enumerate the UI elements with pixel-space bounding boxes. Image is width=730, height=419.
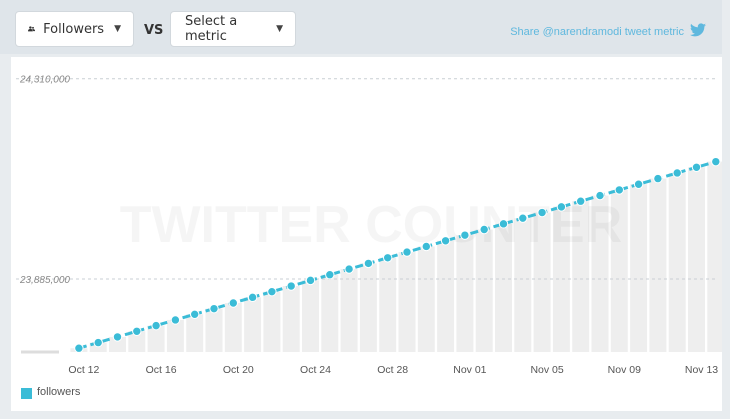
data-point[interactable] [421,241,431,252]
primary-metric-label: Followers [43,21,105,37]
bar [456,235,474,352]
y-tick-label: 24,310,000 [19,75,70,86]
x-tick-label: Oct 24 [300,364,331,376]
bar [688,167,705,352]
bar [668,172,686,352]
bar [533,212,551,352]
chart-panel: TWITTER COUNTER 24,310,000 23,885,000 Oct 1… [11,57,730,383]
bar [552,206,570,352]
bar [186,314,204,352]
data-point[interactable] [228,298,239,308]
data-point[interactable] [170,315,181,325]
bar [340,269,358,352]
data-point[interactable] [576,196,586,206]
data-point[interactable] [498,219,509,229]
data-point[interactable] [595,190,605,201]
data-point[interactable] [691,162,702,172]
x-tick-label: Oct 16 [146,364,177,376]
legend-swatch-followers[interactable] [21,388,32,399]
bar [379,257,397,352]
x-tick-label: Nov 13 [685,364,718,376]
data-point[interactable] [344,264,354,274]
bar [572,201,590,352]
data-point[interactable] [518,213,528,223]
watermark-text: TWITTER COUNTER [120,196,623,254]
data-point[interactable] [151,320,161,331]
bar [89,342,107,352]
chart-legend: followers [11,383,722,411]
data-point[interactable] [633,179,644,189]
bar [417,246,435,352]
bar [263,291,281,352]
bar [514,218,532,352]
bar [591,195,609,352]
followers-chart: TWITTER COUNTER 24,310,000 23,885,000 Oct 1… [16,75,730,376]
data-point[interactable] [440,236,451,246]
bar [147,325,165,352]
x-tick-label: Nov 09 [608,364,641,376]
data-point[interactable] [132,326,142,336]
legend-label-followers[interactable]: followers [37,386,81,398]
x-tick-label: Oct 12 [68,364,99,376]
data-point[interactable] [383,253,393,263]
bar [630,184,648,352]
data-point[interactable] [479,224,489,235]
data-point[interactable] [286,281,296,291]
x-tick-label: Nov 05 [530,364,563,376]
data-point[interactable] [653,173,663,184]
bar [166,319,184,352]
bar [321,274,339,352]
data-point[interactable] [537,207,547,218]
data-point[interactable] [190,309,200,320]
bar [205,308,223,352]
data-point[interactable] [711,156,721,167]
y-tick-label: 23,885,000 [19,275,70,286]
bar [495,223,512,352]
bar [282,286,300,352]
bar [475,229,493,352]
data-point[interactable] [614,185,624,195]
bar [649,178,667,352]
chevron-down-icon: ▼ [114,24,121,34]
twitter-bird-icon[interactable] [690,23,706,37]
x-tick-label: Oct 28 [377,364,408,376]
data-point[interactable] [402,247,412,257]
data-point[interactable] [209,303,219,314]
x-tick-label: Oct 20 [223,364,254,376]
x-tick-label: Nov 01 [453,364,486,376]
data-point[interactable] [247,292,258,303]
data-point[interactable] [74,343,84,353]
primary-metric-dropdown[interactable]: Followers ▼ [15,11,134,47]
data-point[interactable] [363,258,374,269]
data-point[interactable] [267,286,277,297]
data-point[interactable] [325,270,335,280]
bar [437,240,455,352]
data-point[interactable] [672,168,682,178]
bar [359,263,377,352]
bar [398,252,416,352]
bar [244,297,262,352]
data-point[interactable] [93,337,103,348]
bar [302,280,319,352]
data-point[interactable] [556,202,567,212]
secondary-metric-label: Select a metric [185,14,238,44]
chevron-down-icon: ▼ [276,24,283,34]
data-point[interactable] [460,230,470,240]
bar [109,336,126,352]
vs-label: VS [144,23,164,38]
bar [610,189,628,352]
bar [224,302,242,352]
bar [707,161,725,352]
data-point[interactable] [112,332,123,342]
bar [128,331,146,352]
users-icon [28,26,36,32]
secondary-metric-dropdown[interactable]: Select a metric ▼ [170,11,296,47]
share-link[interactable]: Share @narendramodi tweet metric [510,26,684,38]
data-point[interactable] [305,275,316,286]
metric-toolbar: Followers ▼ VS Select a metric ▼ Share @… [0,0,722,54]
